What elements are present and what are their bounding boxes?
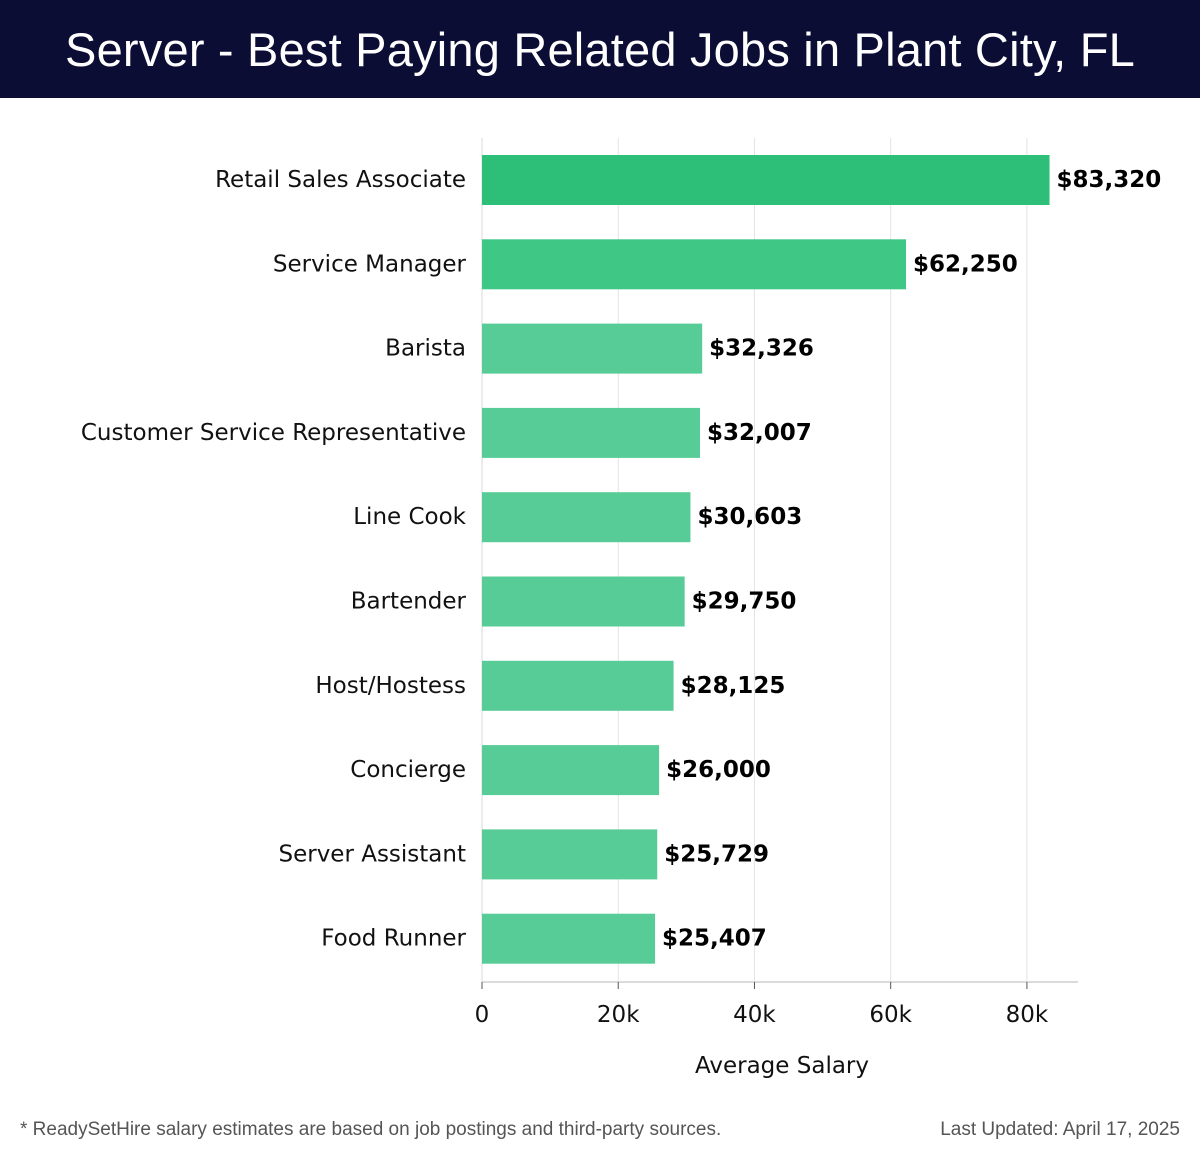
x-tick-label-4: 80k [1006,1002,1049,1028]
salary-bar-chart: Retail Sales Associate $83,320 Service Man… [81,138,1162,1079]
value-label-3: $32,007 [707,420,812,446]
category-label-0: Retail Sales Associate [215,167,466,193]
x-tick-label-2: 40k [733,1002,776,1028]
bar-7 [482,745,660,796]
category-label-4: Line Cook [353,504,466,530]
category-label-5: Bartender [351,589,467,615]
chart-title: Server - Best Paying Related Jobs in Pla… [65,22,1135,76]
value-label-6: $28,125 [681,673,786,699]
category-label-2: Barista [385,336,466,362]
value-label-0: $83,320 [1057,167,1162,193]
category-label-9: Food Runner [321,926,466,952]
category-label-7: Concierge [350,757,466,783]
category-label-3: Customer Service Representative [81,420,466,446]
x-tick-label-1: 20k [597,1002,640,1028]
category-label-6: Host/Hostess [315,673,466,699]
bar-1 [482,239,907,290]
value-label-7: $26,000 [666,757,771,783]
bar-6 [482,660,674,711]
x-axis-title: Average Salary [695,1053,869,1079]
bar-0 [482,155,1050,205]
footnote: * ReadySetHire salary estimates are base… [20,1119,722,1140]
value-label-2: $32,326 [709,336,814,362]
value-label-1: $62,250 [913,251,1018,277]
category-label-8: Server Assistant [278,841,466,867]
bar-4 [482,492,691,543]
value-label-8: $25,729 [664,841,769,867]
x-tick-label-3: 60k [869,1002,912,1028]
bar-5 [482,576,685,627]
value-label-5: $29,750 [692,589,797,615]
last-updated: Last Updated: April 17, 2025 [940,1119,1180,1140]
bar-9 [482,913,656,964]
bar-8 [482,829,658,880]
header-banner: Server - Best Paying Related Jobs in Pla… [0,0,1200,98]
category-label-1: Service Manager [273,251,467,277]
x-tick-label-0: 0 [475,1002,490,1028]
value-label-4: $30,603 [697,504,802,530]
value-label-9: $25,407 [662,926,767,952]
bar-2 [482,323,703,374]
bar-3 [482,407,701,458]
